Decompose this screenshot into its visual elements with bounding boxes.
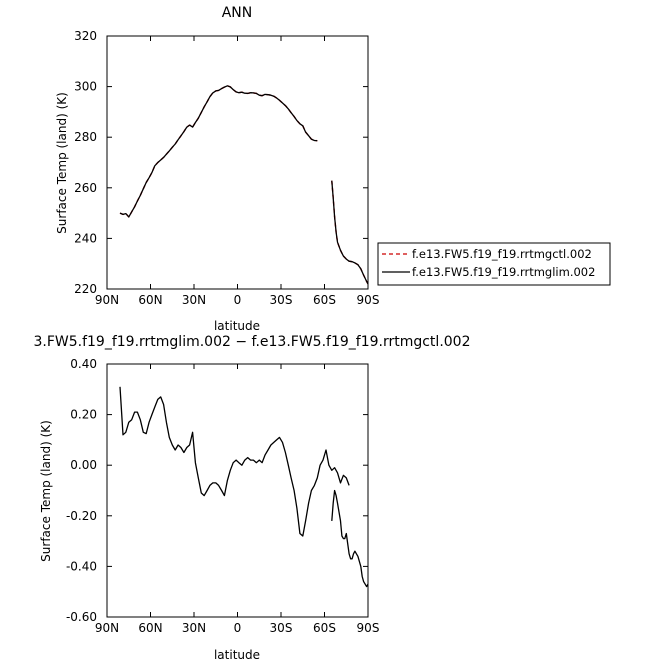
top-series-0-line bbox=[331, 180, 369, 285]
top-panel: ANN Surface Temp (land) (K) latitude 90N… bbox=[55, 5, 379, 333]
top-legend: f.e13.FW5.f19_f19.rrtmgctl.002 f.e13.FW5… bbox=[377, 242, 611, 286]
bottom-x-tick-label: 90N bbox=[95, 621, 119, 635]
top-x-tick-label: 60S bbox=[313, 293, 336, 307]
top-y-tick-label: 300 bbox=[74, 80, 97, 94]
top-y-tick-label: 220 bbox=[74, 282, 97, 296]
bottom-panel: 3.FW5.f19_f19.rrtmglim.002 − f.e13.FW5.f… bbox=[33, 334, 470, 662]
bottom-x-tick-label: 90S bbox=[357, 621, 380, 635]
bottom-axis-ticks: 90N 60N 30N 0 30S 60S 90S 0.40 0.20 0.00 -0.20 -0.4… bbox=[66, 357, 380, 635]
bottom-y-tick-label: -0.40 bbox=[66, 559, 97, 573]
top-axis-ticks: 90N 60N 30N 0 30S 60S 90S 320 300 280 260 240 220 bbox=[74, 29, 379, 307]
bottom-y-tick-label: 0.20 bbox=[70, 408, 97, 422]
top-series-1-line bbox=[119, 85, 318, 218]
bottom-y-tick-label: -0.20 bbox=[66, 509, 97, 523]
bottom-x-tick-label: 60N bbox=[138, 621, 162, 635]
legend-label-ctl: f.e13.FW5.f19_f19.rrtmgctl.002 bbox=[412, 247, 592, 261]
top-series-0-line bbox=[119, 85, 318, 218]
legend-box bbox=[377, 242, 611, 286]
top-x-tick-label: 90N bbox=[95, 293, 119, 307]
top-chart-title: ANN bbox=[222, 5, 253, 21]
top-x-tick-label: 30N bbox=[182, 293, 206, 307]
top-y-tick-label: 240 bbox=[74, 231, 97, 245]
bottom-x-tick-label: 30N bbox=[182, 621, 206, 635]
top-y-tick-label: 280 bbox=[74, 130, 97, 144]
bottom-series-lines bbox=[119, 386, 369, 588]
bottom-plot-frame bbox=[106, 363, 369, 618]
bottom-y-tick-label: -0.60 bbox=[66, 610, 97, 624]
bottom-x-tick-label: 60S bbox=[313, 621, 336, 635]
bottom-y-tick-label: 0.40 bbox=[70, 357, 97, 371]
bottom-chart-title: 3.FW5.f19_f19.rrtmglim.002 − f.e13.FW5.f… bbox=[33, 334, 470, 350]
top-x-axis-label: latitude bbox=[214, 319, 260, 333]
top-plot-frame bbox=[106, 35, 369, 290]
bottom-x-axis-label: latitude bbox=[214, 648, 260, 662]
top-y-tick-label: 320 bbox=[74, 29, 97, 43]
bottom-series-0-line bbox=[119, 386, 350, 537]
bottom-x-tick-label: 30S bbox=[270, 621, 293, 635]
top-series-1-line bbox=[331, 180, 369, 285]
top-y-axis-label: Surface Temp (land) (K) bbox=[55, 92, 69, 234]
top-x-tick-label: 60N bbox=[138, 293, 162, 307]
bottom-series-0-line bbox=[331, 489, 369, 588]
bottom-y-tick-label: 0.00 bbox=[70, 458, 97, 472]
top-x-tick-label: 0 bbox=[234, 293, 242, 307]
top-x-tick-label: 90S bbox=[357, 293, 380, 307]
bottom-x-tick-label: 0 bbox=[234, 621, 242, 635]
top-x-tick-label: 30S bbox=[270, 293, 293, 307]
top-y-tick-label: 260 bbox=[74, 181, 97, 195]
top-series-lines bbox=[119, 85, 369, 285]
legend-label-lim: f.e13.FW5.f19_f19.rrtmglim.002 bbox=[412, 265, 595, 279]
bottom-y-axis-label: Surface Temp (land) (K) bbox=[39, 420, 53, 562]
